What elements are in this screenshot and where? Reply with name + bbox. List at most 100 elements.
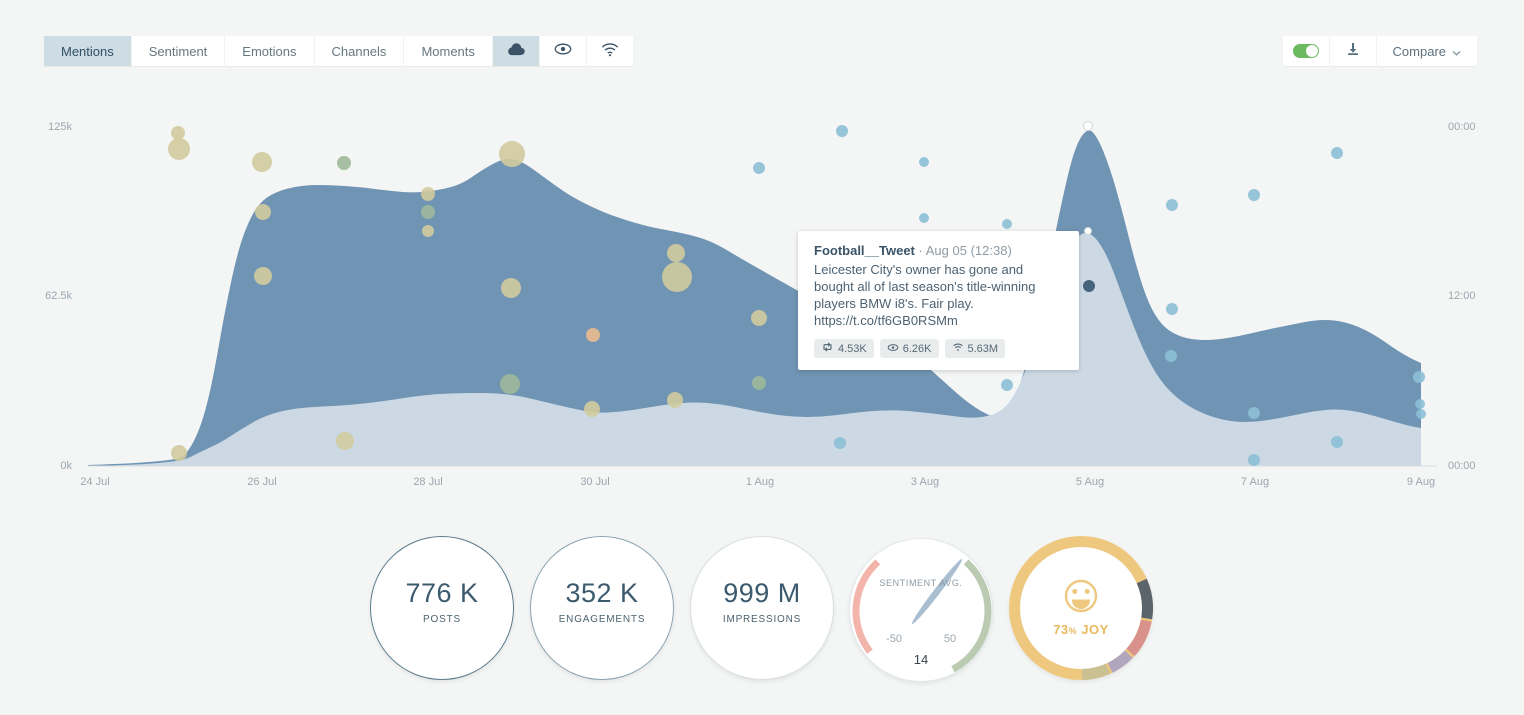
bubble-blue[interactable] bbox=[1001, 379, 1013, 391]
eye-icon bbox=[553, 42, 573, 61]
bubble-khaki[interactable] bbox=[421, 187, 435, 201]
bubble-blue[interactable] bbox=[1248, 189, 1260, 201]
axis-tick-label: 28 Jul bbox=[413, 476, 442, 488]
bubble-blue[interactable] bbox=[834, 437, 846, 449]
posts-label: POSTS bbox=[423, 613, 461, 625]
bubble-khaki[interactable] bbox=[584, 401, 600, 417]
cloud-icon bbox=[504, 39, 528, 64]
tab-emotions[interactable]: Emotions bbox=[225, 36, 314, 66]
download-button[interactable] bbox=[1329, 36, 1376, 66]
axis-tick-label: 12:00 bbox=[1448, 290, 1476, 302]
bubble-blue[interactable] bbox=[1331, 436, 1343, 448]
mentions-timeline-chart[interactable]: 24 Jul 26 Jul 28 Jul 30 Jul 1 Aug 3 Aug 5 Aug 7… bbox=[0, 0, 1524, 500]
gauge-arc bbox=[951, 559, 992, 673]
smiley-icon bbox=[1064, 579, 1098, 613]
emotion-donut: 73% JOY bbox=[1009, 536, 1153, 680]
toggle-button[interactable] bbox=[1282, 36, 1329, 66]
joy-value: 73 bbox=[1053, 622, 1069, 637]
gauge-needle bbox=[911, 558, 963, 625]
retweets-badge: 4.53K bbox=[814, 339, 874, 358]
bubble-blue[interactable] bbox=[1416, 409, 1426, 419]
compare-label: Compare bbox=[1392, 43, 1446, 59]
bubble-blue[interactable] bbox=[1166, 303, 1178, 315]
tweet-tooltip: Football__Tweet · Aug 05 (12:38) Leicest… bbox=[798, 231, 1079, 370]
axis-tick-label: 26 Jul bbox=[247, 476, 276, 488]
tweet-body: Leicester City's owner has gone and boug… bbox=[814, 262, 1036, 328]
marker-peak-lower[interactable] bbox=[1084, 227, 1092, 235]
gauge-arc bbox=[852, 559, 881, 654]
emotion-segment bbox=[1136, 578, 1153, 620]
tab-sentiment[interactable]: Sentiment bbox=[131, 36, 225, 66]
marker-selected-tweet[interactable] bbox=[1083, 280, 1095, 292]
bubble-khaki[interactable] bbox=[171, 445, 187, 461]
bubble-khaki[interactable] bbox=[336, 432, 354, 450]
bubble-blue[interactable] bbox=[753, 162, 765, 174]
bubble-green[interactable] bbox=[752, 376, 766, 390]
tab-mentions[interactable]: Mentions bbox=[44, 36, 131, 66]
bubble-khaki[interactable] bbox=[667, 244, 685, 262]
bubble-khaki[interactable] bbox=[662, 262, 692, 292]
axis-tick-label: 1 Aug bbox=[746, 476, 774, 488]
bubble-blue[interactable] bbox=[1331, 147, 1343, 159]
emotion-segment bbox=[1126, 619, 1152, 657]
axis-tick-label: 7 Aug bbox=[1241, 476, 1269, 488]
posts-kpi-circle: 776 K POSTS bbox=[370, 536, 514, 680]
bubble-blue[interactable] bbox=[919, 157, 929, 167]
compare-button[interactable]: Compare bbox=[1376, 36, 1477, 66]
bubble-khaki[interactable] bbox=[254, 267, 272, 285]
bubble-green[interactable] bbox=[500, 374, 520, 394]
reach-icon bbox=[952, 342, 964, 355]
cloud-view-button[interactable] bbox=[492, 36, 539, 66]
toolbar-right: Compare bbox=[1282, 36, 1477, 66]
eye-view-button[interactable] bbox=[539, 36, 586, 66]
emotion-ring bbox=[1009, 536, 1153, 680]
bubble-blue[interactable] bbox=[1413, 371, 1425, 383]
wifi-icon bbox=[600, 41, 620, 62]
axis-tick-label: 24 Jul bbox=[80, 476, 109, 488]
marker-peak-upper[interactable] bbox=[1083, 121, 1093, 131]
bubble-khaki[interactable] bbox=[667, 392, 683, 408]
engagements-label: ENGAGEMENTS bbox=[558, 613, 646, 625]
bubble-khaki[interactable] bbox=[255, 204, 271, 220]
retweets-count: 4.53K bbox=[838, 342, 867, 355]
bubble-khaki[interactable] bbox=[168, 138, 190, 160]
views-badge: 6.26K bbox=[879, 339, 939, 358]
engagements-kpi-circle: 352 K ENGAGEMENTS bbox=[530, 536, 674, 680]
bubble-khaki[interactable] bbox=[252, 152, 272, 172]
tab-moments[interactable]: Moments bbox=[404, 36, 492, 66]
bubble-orange[interactable] bbox=[586, 328, 600, 342]
bubble-blue[interactable] bbox=[919, 213, 929, 223]
bubble-khaki[interactable] bbox=[499, 141, 525, 167]
gauge-value: 14 bbox=[913, 652, 929, 667]
gauge-max-label: 50 bbox=[943, 633, 957, 645]
emotion-segment bbox=[1081, 663, 1111, 680]
tab-channels[interactable]: Channels bbox=[314, 36, 404, 66]
axis-tick-label: 00:00 bbox=[1448, 121, 1476, 133]
joy-label: JOY bbox=[1081, 622, 1109, 637]
percent-sign: % bbox=[1068, 626, 1078, 636]
joy-stat: 73% JOY bbox=[1009, 622, 1153, 637]
tweet-stats: 4.53K 6.26K 5.63M bbox=[814, 339, 1063, 358]
bubble-blue[interactable] bbox=[836, 125, 848, 137]
bubble-khaki[interactable] bbox=[422, 225, 434, 237]
sentiment-gauge: SENTIMENT AVG. -50 50 14 bbox=[849, 538, 993, 682]
separator: · bbox=[918, 243, 923, 258]
bubble-blue[interactable] bbox=[1165, 350, 1177, 362]
impressions-value: 999 M bbox=[723, 577, 801, 608]
eye-icon bbox=[887, 343, 899, 355]
bubble-blue[interactable] bbox=[1248, 407, 1260, 419]
bubble-blue[interactable] bbox=[1415, 399, 1425, 409]
bubble-green[interactable] bbox=[421, 205, 435, 219]
bubble-blue[interactable] bbox=[1002, 219, 1012, 229]
bubble-blue[interactable] bbox=[1248, 454, 1260, 466]
gauge-ring bbox=[852, 558, 992, 673]
emotion-segment bbox=[1107, 650, 1133, 673]
chevron-down-icon bbox=[1452, 44, 1461, 59]
bubble-khaki[interactable] bbox=[171, 126, 185, 140]
reach-view-button[interactable] bbox=[586, 36, 633, 66]
bubble-green[interactable] bbox=[337, 156, 351, 170]
bubble-khaki[interactable] bbox=[501, 278, 521, 298]
download-icon bbox=[1345, 41, 1361, 62]
bubble-blue[interactable] bbox=[1166, 199, 1178, 211]
bubble-khaki[interactable] bbox=[751, 310, 767, 326]
